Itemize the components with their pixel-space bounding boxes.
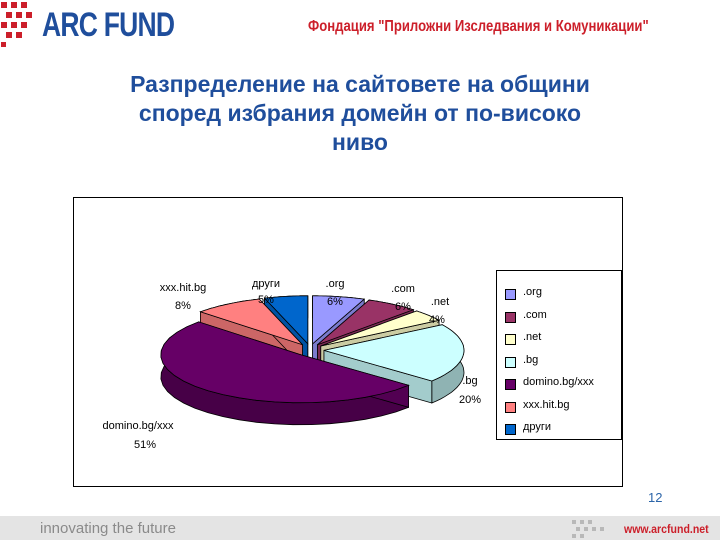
slice-value-6: 5% (258, 294, 274, 306)
legend-label: .com (523, 308, 547, 321)
legend-swatch (505, 401, 516, 413)
legend-swatch (505, 289, 516, 300)
slice-value-1: 6% (395, 301, 411, 313)
slice-label-6: други (252, 278, 280, 290)
title-line-3: ниво (332, 129, 388, 155)
pie-slice-4 (160, 321, 410, 426)
organization-name: Фондация "Приложни Изследвания и Комуник… (308, 18, 649, 35)
slice-label-5: xxx.hit.bg (160, 282, 206, 294)
slice-value-5: 8% (175, 300, 191, 312)
legend-label: .bg (523, 353, 539, 366)
slice-label-3: .bg (462, 375, 477, 387)
legend-swatch (505, 334, 516, 345)
footer-tagline: innovating the future (40, 520, 176, 537)
slice-label-2: .net (431, 296, 449, 308)
chart-legend: .org .com .net .bg domino.bg/xxx xxx.hit.bg др… (496, 270, 622, 440)
legend-label: domino.bg/xxx (523, 376, 594, 388)
logo-text: ARC FUND (42, 6, 175, 44)
title-line-1: Разпределение на сайтовете на общини (130, 71, 590, 97)
slice-value-3: 20% (459, 394, 481, 406)
slice-value-2: 4% (429, 314, 445, 326)
legend-swatch (505, 424, 516, 435)
slice-value-0: 6% (327, 296, 343, 308)
legend-label: .net (523, 331, 542, 343)
legend-swatch (505, 356, 516, 368)
slice-value-4: 51% (134, 439, 156, 451)
footer-dots-icon (572, 520, 604, 538)
legend-label: .org (523, 286, 542, 298)
slide-title: Разпределение на сайтовете на общини спо… (40, 70, 680, 157)
logo-squares-icon (1, 2, 32, 47)
legend-swatch (505, 379, 516, 390)
legend-label: други (523, 421, 552, 433)
slice-label-0: .org (326, 278, 345, 290)
slide-header: ARC FUND Фондация "Приложни Изследвания … (0, 0, 720, 50)
slice-label-4: domino.bg/xxx (103, 420, 174, 432)
page-number: 12 (648, 490, 663, 505)
legend-swatch (505, 311, 516, 323)
slice-label-1: .com (391, 283, 415, 295)
legend-label: xxx.hit.bg (523, 398, 570, 411)
title-line-2: според избрания домейн от по-високо (138, 100, 582, 126)
footer-website: www.arcfund.net (624, 522, 709, 536)
